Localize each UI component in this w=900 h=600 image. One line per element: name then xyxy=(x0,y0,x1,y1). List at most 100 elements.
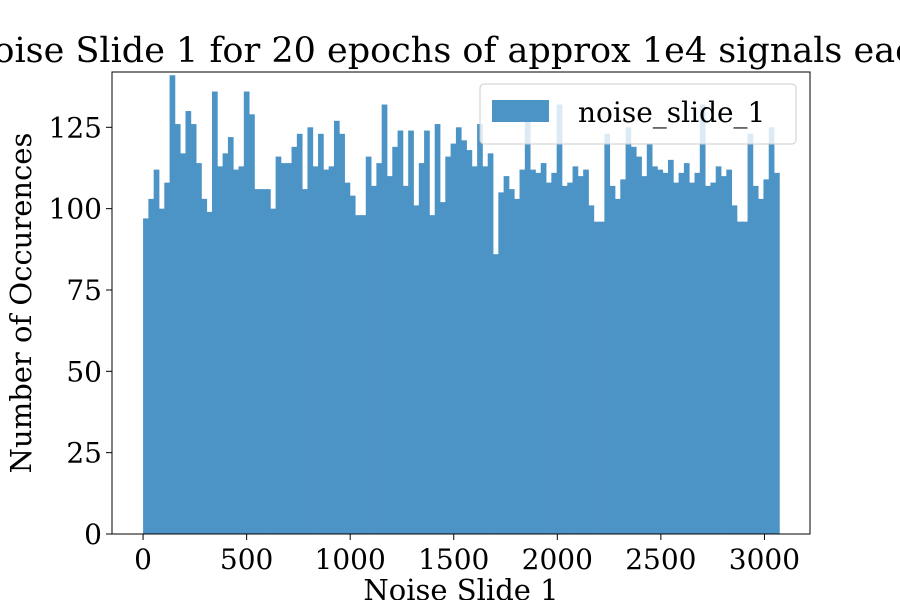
histogram-bar xyxy=(333,120,340,535)
histogram-bar xyxy=(318,133,324,534)
histogram-bar xyxy=(270,208,277,534)
histogram-bar xyxy=(259,189,266,534)
histogram-bar xyxy=(222,153,229,534)
x-tick-label: 500 xyxy=(220,543,273,576)
histogram-bar xyxy=(386,176,393,535)
histogram-bar xyxy=(673,182,679,534)
histogram-bar xyxy=(620,179,626,534)
histogram-bar xyxy=(286,163,292,534)
histogram-bar xyxy=(408,130,414,534)
histogram-bar xyxy=(530,169,536,535)
histogram-bar xyxy=(339,133,345,534)
legend-swatch xyxy=(492,100,549,122)
histogram-bar xyxy=(174,124,181,534)
histogram-bar xyxy=(445,156,451,534)
histogram-bar xyxy=(588,205,595,534)
histogram-bar xyxy=(726,169,733,535)
histogram-bar xyxy=(402,185,409,534)
histogram-bar xyxy=(312,166,319,534)
histogram-bar xyxy=(493,254,499,534)
histogram-bar xyxy=(487,153,494,534)
histogram-bar xyxy=(731,205,738,534)
histogram-bar xyxy=(625,127,632,534)
histogram-bar xyxy=(662,172,669,535)
histogram-bar xyxy=(434,124,441,534)
x-tick-label: 1000 xyxy=(315,543,386,576)
histogram-bar xyxy=(556,104,563,534)
histogram-bar xyxy=(551,172,558,535)
histogram-bar xyxy=(397,130,404,534)
legend-box xyxy=(479,83,797,145)
histogram-bar xyxy=(153,169,160,535)
y-tick-label: 100 xyxy=(49,193,102,226)
histogram-bar xyxy=(508,189,515,534)
histogram-bar xyxy=(296,133,303,534)
y-tick-label: 50 xyxy=(66,355,102,388)
histogram-bar xyxy=(249,114,255,535)
histogram-bar xyxy=(503,176,510,535)
y-tick-label: 125 xyxy=(49,111,102,144)
histogram-bar xyxy=(265,189,271,534)
histogram-bar xyxy=(498,192,505,534)
histogram-bar xyxy=(747,133,754,534)
histogram-bar xyxy=(328,166,335,534)
histogram-bar xyxy=(461,140,467,534)
histogram-bar xyxy=(217,166,223,534)
histogram-bar xyxy=(710,182,717,534)
histogram-bar xyxy=(715,166,722,534)
histogram-bar xyxy=(307,127,314,534)
histogram-bar xyxy=(471,166,478,534)
histogram-bar xyxy=(275,156,282,534)
histogram-bar xyxy=(360,215,367,534)
histogram-bar xyxy=(519,169,526,535)
histogram-bar xyxy=(540,163,547,534)
histogram-bar xyxy=(721,176,727,535)
histogram-bar xyxy=(599,221,605,534)
histogram-bar xyxy=(413,205,420,534)
histogram-bar xyxy=(636,156,642,534)
histogram-bar xyxy=(752,185,759,534)
histogram-bar xyxy=(206,211,213,534)
histogram-bar xyxy=(190,124,197,534)
histogram-bar xyxy=(349,195,356,534)
y-tick-label: 25 xyxy=(66,437,102,470)
histogram-bar xyxy=(763,179,770,534)
histogram-bar xyxy=(689,182,695,534)
histogram-bar xyxy=(392,146,398,534)
histogram-bar xyxy=(646,143,653,534)
histogram-bar xyxy=(561,185,568,534)
x-axis-label: Noise Slide 1 xyxy=(363,573,558,600)
histogram-bar xyxy=(466,150,473,534)
histogram-bar xyxy=(482,166,489,534)
legend-label: noise_slide_1 xyxy=(578,96,765,129)
histogram-bar xyxy=(609,185,616,534)
histogram-bar xyxy=(604,133,611,534)
histogram-bar xyxy=(227,137,234,534)
histogram-bar xyxy=(705,185,711,534)
x-tick-label: 2000 xyxy=(522,543,593,576)
histogram-bar xyxy=(758,198,764,534)
histogram-bar xyxy=(678,172,685,535)
histogram-bar xyxy=(699,104,706,534)
histogram-bar xyxy=(524,114,531,535)
histogram-bar xyxy=(593,221,600,534)
histogram-bar xyxy=(450,143,457,534)
histogram-bar xyxy=(514,198,520,534)
histogram-bar xyxy=(365,156,372,534)
histogram-bar xyxy=(201,198,208,534)
histogram-bar xyxy=(254,189,261,534)
histogram-bar xyxy=(180,153,186,534)
histogram-bar xyxy=(736,221,743,534)
histogram-bar xyxy=(424,130,430,534)
y-axis-label: Number of Occurences xyxy=(4,133,38,474)
histogram-bars xyxy=(143,75,780,535)
histogram-bar xyxy=(376,163,383,534)
histogram-bar xyxy=(148,198,155,534)
histogram-bar xyxy=(429,215,436,534)
histogram-bar xyxy=(742,221,748,534)
histogram-bar xyxy=(185,111,192,534)
histogram-bar xyxy=(355,215,361,534)
histogram-bar xyxy=(418,163,425,534)
histogram-bar xyxy=(683,163,690,534)
